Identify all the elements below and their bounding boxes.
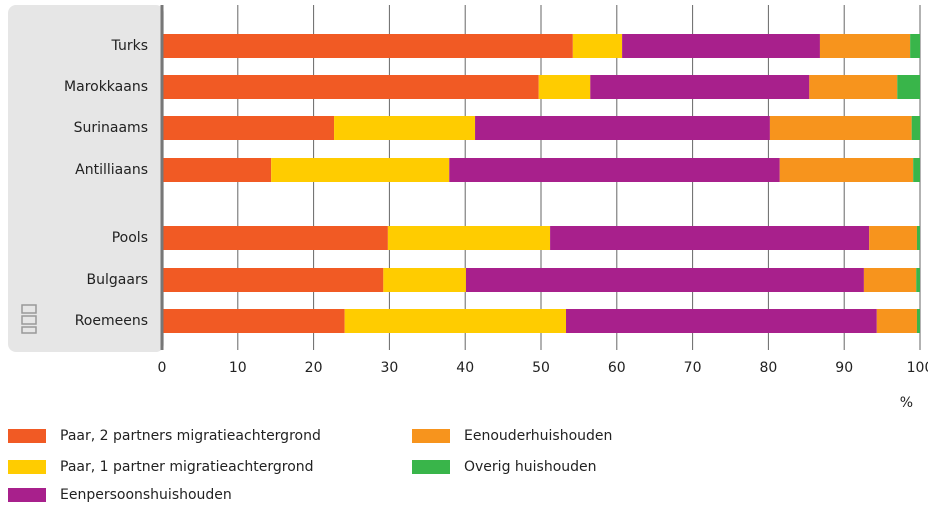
y-tick-label: Roemeens <box>75 313 148 329</box>
x-tick-label: 0 <box>158 360 167 376</box>
x-tick-label: 60 <box>608 360 626 376</box>
bar-segment <box>162 75 539 99</box>
legend-swatch <box>8 460 46 474</box>
legend-label: Paar, 1 partner migratieachtergrond <box>60 459 314 475</box>
y-tick-label: Surinaams <box>74 120 148 136</box>
legend-label: Paar, 2 partners migratieachtergrond <box>60 428 321 444</box>
label-panel <box>8 5 164 352</box>
bar-segment <box>162 34 573 58</box>
bar-segment <box>869 226 917 250</box>
bar-segment <box>622 34 820 58</box>
bar-segment <box>566 309 877 333</box>
bar-segment <box>916 309 920 333</box>
y-tick-label: Marokkaans <box>64 79 148 95</box>
x-tick-label: 80 <box>759 360 777 376</box>
x-tick-label: 50 <box>532 360 550 376</box>
bar-segment <box>449 158 780 182</box>
bar-segment <box>271 158 450 182</box>
x-tick-label: 10 <box>229 360 247 376</box>
bar-segment <box>162 116 335 140</box>
bar-segment <box>334 116 476 140</box>
bar-segment <box>819 34 911 58</box>
y-tick-label: Pools <box>112 230 148 246</box>
x-unit: % <box>900 395 913 411</box>
bar-segment <box>162 268 384 292</box>
x-tick-label: 70 <box>684 360 702 376</box>
legend-swatch <box>8 488 46 502</box>
bar-segment <box>465 268 864 292</box>
bar-segment <box>911 116 920 140</box>
x-tick-label: 20 <box>305 360 323 376</box>
legend-swatch <box>412 460 450 474</box>
bar-segment <box>475 116 770 140</box>
legend-label: Overig huishouden <box>464 459 597 475</box>
bar-segment <box>910 34 920 58</box>
y-tick-label: Turks <box>111 38 148 54</box>
bar-segment <box>916 226 920 250</box>
bar-segment <box>387 226 551 250</box>
bar-segment <box>590 75 810 99</box>
legend-swatch <box>8 429 46 443</box>
legend-label: Eenpersoonshuishouden <box>60 487 232 503</box>
bar-segment <box>344 309 567 333</box>
bar-segment <box>863 268 917 292</box>
y-tick-label: Antilliaans <box>75 162 148 178</box>
bar-segment <box>897 75 920 99</box>
logo <box>21 304 37 334</box>
x-tick-label: 30 <box>380 360 398 376</box>
bar-segment <box>779 158 914 182</box>
x-tick-label: 100 <box>907 360 928 376</box>
x-tick-label: 90 <box>835 360 853 376</box>
bar-segment <box>162 309 345 333</box>
bar-segment <box>913 158 920 182</box>
y-tick-label: Bulgaars <box>87 272 148 288</box>
legend-label: Eenouderhuishouden <box>464 428 612 444</box>
legend-swatch <box>412 429 450 443</box>
bar-segment <box>538 75 591 99</box>
bar-segment <box>572 34 623 58</box>
bar-segment <box>162 158 272 182</box>
x-tick-label: 40 <box>456 360 474 376</box>
bar-segment <box>876 309 917 333</box>
bar-segment <box>550 226 870 250</box>
bar-segment <box>383 268 466 292</box>
bar-segment <box>769 116 912 140</box>
bar-segment <box>916 268 920 292</box>
bar-segment <box>809 75 898 99</box>
bar-segment <box>162 226 388 250</box>
